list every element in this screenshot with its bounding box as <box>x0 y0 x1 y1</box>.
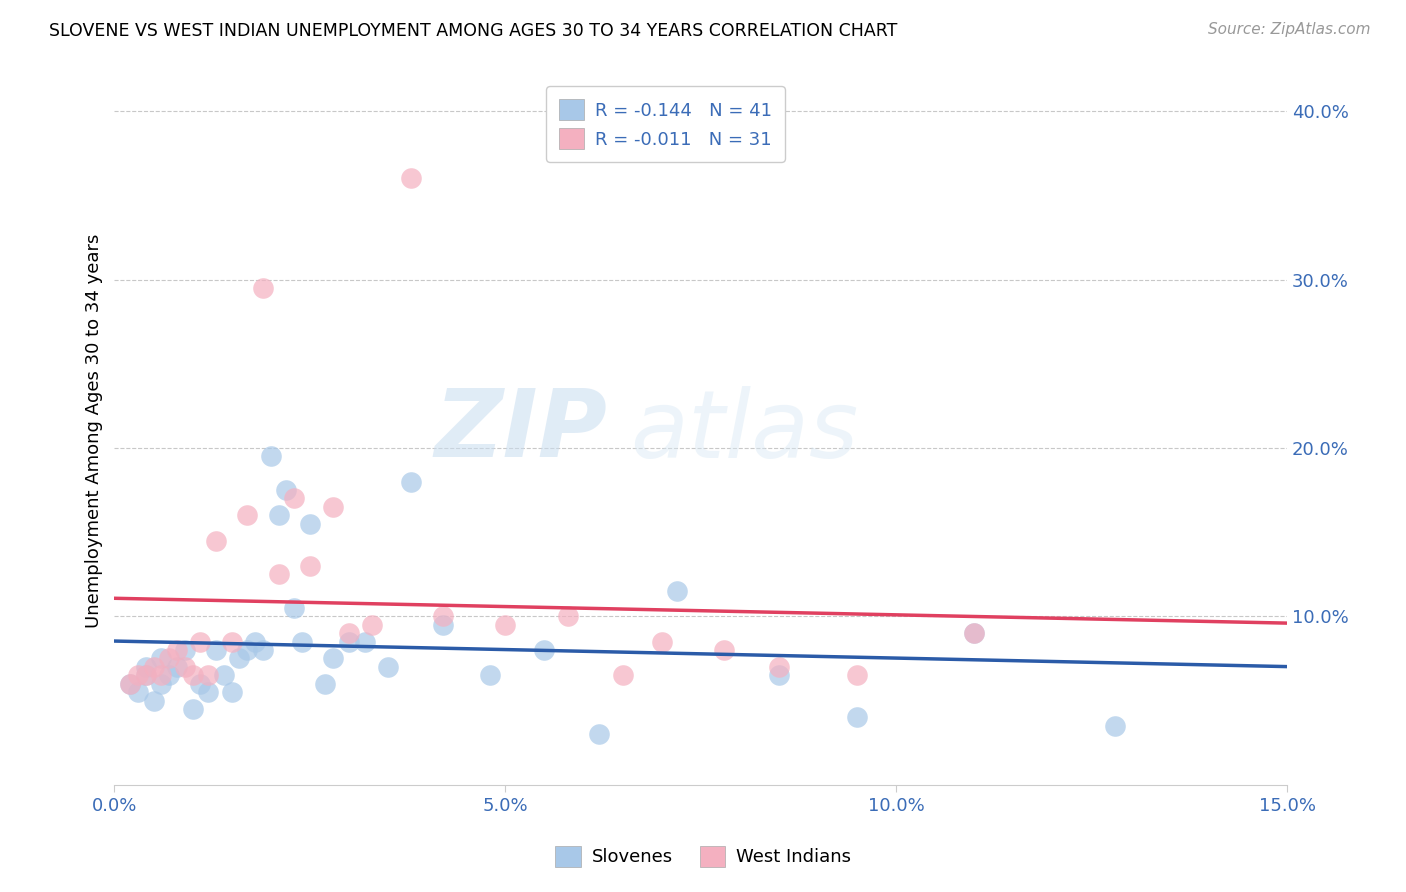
Point <box>150 668 173 682</box>
Point <box>142 660 165 674</box>
Point <box>298 558 321 573</box>
Point <box>1104 719 1126 733</box>
Point <box>846 710 869 724</box>
Point <box>127 668 149 682</box>
Point <box>197 668 219 682</box>
Text: atlas: atlas <box>630 385 859 476</box>
Point <box>252 643 274 657</box>
Point <box>768 660 790 674</box>
Point <box>221 685 243 699</box>
Point <box>315 676 337 690</box>
Point <box>166 643 188 657</box>
Point <box>127 685 149 699</box>
Point <box>221 634 243 648</box>
Point <box>963 626 986 640</box>
Point <box>157 668 180 682</box>
Point <box>181 668 204 682</box>
Point <box>432 609 454 624</box>
Y-axis label: Unemployment Among Ages 30 to 34 years: Unemployment Among Ages 30 to 34 years <box>86 234 103 628</box>
Point <box>166 660 188 674</box>
Point <box>283 601 305 615</box>
Point <box>588 727 610 741</box>
Point <box>337 634 360 648</box>
Point <box>768 668 790 682</box>
Point <box>322 651 344 665</box>
Text: ZIP: ZIP <box>434 385 607 477</box>
Point <box>190 634 212 648</box>
Point <box>713 643 735 657</box>
Point <box>181 702 204 716</box>
Point <box>243 634 266 648</box>
Point <box>651 634 673 648</box>
Point <box>236 508 259 523</box>
Point <box>267 567 290 582</box>
Point <box>846 668 869 682</box>
Point <box>252 281 274 295</box>
Point <box>205 533 228 548</box>
Point <box>260 450 283 464</box>
Point <box>142 693 165 707</box>
Point <box>337 626 360 640</box>
Point <box>118 676 141 690</box>
Point <box>283 491 305 506</box>
Point <box>401 171 423 186</box>
Point <box>432 617 454 632</box>
Point <box>197 685 219 699</box>
Point <box>135 668 157 682</box>
Point <box>212 668 235 682</box>
Point <box>135 660 157 674</box>
Point <box>205 643 228 657</box>
Point <box>557 609 579 624</box>
Point <box>353 634 375 648</box>
Point <box>150 676 173 690</box>
Point <box>322 500 344 514</box>
Point <box>291 634 314 648</box>
Point <box>157 651 180 665</box>
Point <box>173 643 195 657</box>
Legend: Slovenes, West Indians: Slovenes, West Indians <box>548 838 858 874</box>
Point <box>478 668 501 682</box>
Point <box>533 643 555 657</box>
Point <box>236 643 259 657</box>
Point <box>150 651 173 665</box>
Legend: R = -0.144   N = 41, R = -0.011   N = 31: R = -0.144 N = 41, R = -0.011 N = 31 <box>547 87 785 161</box>
Text: SLOVENE VS WEST INDIAN UNEMPLOYMENT AMONG AGES 30 TO 34 YEARS CORRELATION CHART: SLOVENE VS WEST INDIAN UNEMPLOYMENT AMON… <box>49 22 897 40</box>
Point <box>173 660 195 674</box>
Text: Source: ZipAtlas.com: Source: ZipAtlas.com <box>1208 22 1371 37</box>
Point <box>228 651 250 665</box>
Point <box>267 508 290 523</box>
Point <box>401 475 423 489</box>
Point <box>963 626 986 640</box>
Point <box>135 668 157 682</box>
Point <box>494 617 516 632</box>
Point <box>276 483 298 497</box>
Point <box>190 676 212 690</box>
Point <box>361 617 384 632</box>
Point <box>118 676 141 690</box>
Point <box>298 516 321 531</box>
Point <box>377 660 399 674</box>
Point <box>612 668 634 682</box>
Point <box>666 584 689 599</box>
